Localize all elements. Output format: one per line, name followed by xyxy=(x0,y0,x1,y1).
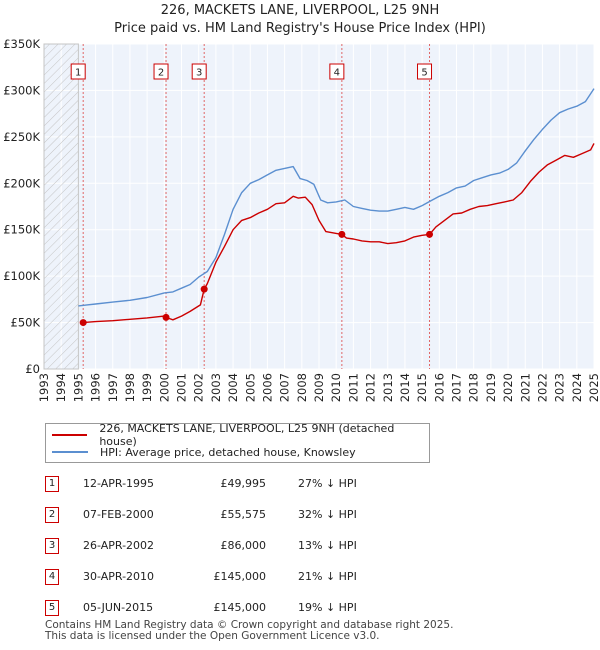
x-tick-label: 2025 xyxy=(587,373,600,402)
legend-item-hpi: HPI: Average price, detached house, Know… xyxy=(52,444,356,460)
x-tick-label: 2002 xyxy=(192,373,206,402)
transaction-row: 1 12-APR-1995 £49,995 27% ↓ HPI xyxy=(43,472,403,503)
transaction-row: 3 26-APR-2002 £86,000 13% ↓ HPI xyxy=(43,534,403,565)
transaction-date: 05-JUN-2015 xyxy=(83,601,154,614)
y-tick-label: £250K xyxy=(3,130,40,144)
x-tick-label: 2003 xyxy=(209,373,223,402)
transactions-table: 1 12-APR-1995 £49,995 27% ↓ HPI 2 07-FEB… xyxy=(43,472,403,627)
transaction-hpi-diff: 13% ↓ HPI xyxy=(298,539,357,552)
x-tick-label: 2011 xyxy=(346,373,360,402)
chart-title-line2: Price paid vs. HM Land Registry's House … xyxy=(114,21,486,36)
x-tick-label: 2020 xyxy=(501,373,515,402)
chart-title-line1: 226, MACKETS LANE, LIVERPOOL, L25 9NH xyxy=(160,3,440,18)
legend: 226, MACKETS LANE, LIVERPOOL, L25 9NH (d… xyxy=(45,422,430,463)
x-tick-label: 1995 xyxy=(71,373,85,402)
y-tick-label: £0 xyxy=(25,362,40,376)
sale-point xyxy=(79,319,87,327)
y-tick-label: £200K xyxy=(3,176,40,190)
x-tick-label: 2014 xyxy=(398,373,412,402)
y-tick-label: £50K xyxy=(11,316,41,330)
x-tick-label: 1997 xyxy=(106,373,120,402)
y-tick-label: £300K xyxy=(3,83,40,97)
footer-attribution: Contains HM Land Registry data © Crown c… xyxy=(45,620,453,642)
transaction-row: 2 07-FEB-2000 £55,575 32% ↓ HPI xyxy=(43,503,403,534)
sale-point xyxy=(338,230,346,238)
chart-title: 226, MACKETS LANE, LIVERPOOL, L25 9NH Pr… xyxy=(0,2,600,38)
x-tick-label: 1993 xyxy=(37,373,51,402)
transaction-number: 5 xyxy=(45,600,59,616)
x-tick-label: 2009 xyxy=(312,373,326,402)
sale-number-label: 1 xyxy=(75,68,81,79)
transaction-date: 12-APR-1995 xyxy=(83,477,155,490)
sale-number-label: 3 xyxy=(196,68,202,79)
x-tick-label: 2016 xyxy=(432,373,446,402)
transaction-number: 2 xyxy=(45,507,59,523)
x-tick-label: 1998 xyxy=(123,373,137,402)
x-tick-label: 2006 xyxy=(260,373,274,402)
x-tick-label: 2001 xyxy=(175,373,189,402)
transaction-row: 5 05-JUN-2015 £145,000 19% ↓ HPI xyxy=(43,596,403,627)
transaction-date: 07-FEB-2000 xyxy=(83,508,154,521)
sale-number-label: 2 xyxy=(158,68,164,79)
transaction-number: 4 xyxy=(45,569,59,585)
x-tick-label: 2019 xyxy=(484,373,498,402)
x-tick-label: 2013 xyxy=(381,373,395,402)
x-tick-label: 2008 xyxy=(295,373,309,402)
sale-point xyxy=(200,285,208,293)
x-tick-label: 2000 xyxy=(157,373,171,402)
transaction-date: 30-APR-2010 xyxy=(83,570,155,583)
x-tick-label: 2021 xyxy=(518,373,532,402)
transaction-hpi-diff: 32% ↓ HPI xyxy=(298,508,357,521)
y-tick-label: £350K xyxy=(3,37,40,51)
transaction-date: 26-APR-2002 xyxy=(83,539,155,552)
price-chart: 1 2 3 4 5 £0 £50K £100K £150K £200K £250K £300K £35… xyxy=(3,37,600,402)
x-tick-label: 2022 xyxy=(535,373,549,402)
sale-point xyxy=(426,230,434,238)
x-tick-label: 2012 xyxy=(364,373,378,402)
price-series-line xyxy=(83,143,595,324)
transaction-number: 1 xyxy=(45,476,59,492)
x-tick-label: 2004 xyxy=(226,373,240,402)
x-tick-label: 2005 xyxy=(243,373,257,402)
x-tick-label: 1999 xyxy=(140,373,154,402)
x-tick-label: 2015 xyxy=(415,373,429,402)
x-tick-label: 1994 xyxy=(54,373,68,402)
legend-item-price: 226, MACKETS LANE, LIVERPOOL, L25 9NH (d… xyxy=(52,422,429,448)
legend-label-hpi: HPI: Average price, detached house, Know… xyxy=(100,445,356,459)
transaction-price: £145,000 xyxy=(213,601,267,614)
transaction-row: 4 30-APR-2010 £145,000 21% ↓ HPI xyxy=(43,565,403,596)
footer-line2: This data is licensed under the Open Gov… xyxy=(45,630,380,642)
x-tick-label: 2017 xyxy=(450,373,464,402)
legend-swatch-price xyxy=(52,434,88,436)
footer-line1: Contains HM Land Registry data © Crown c… xyxy=(45,619,454,631)
hpi-series-line xyxy=(78,88,595,307)
y-tick-label: £100K xyxy=(3,269,40,283)
transaction-hpi-diff: 27% ↓ HPI xyxy=(298,477,357,490)
sale-number-box xyxy=(70,63,86,80)
legend-label-price: 226, MACKETS LANE, LIVERPOOL, L25 9NH (d… xyxy=(99,422,395,448)
sale-number-box xyxy=(417,63,433,80)
x-tick-label: 2018 xyxy=(467,373,481,402)
x-tick-label: 2007 xyxy=(278,373,292,402)
legend-swatch-hpi xyxy=(52,451,88,453)
transaction-number: 3 xyxy=(45,538,59,554)
transaction-hpi-diff: 21% ↓ HPI xyxy=(298,570,357,583)
x-tick-label: 2010 xyxy=(329,373,343,402)
x-tick-label: 2024 xyxy=(570,373,584,402)
transaction-hpi-diff: 19% ↓ HPI xyxy=(298,601,357,614)
y-tick-label: £150K xyxy=(3,223,40,237)
x-tick-label: 1996 xyxy=(89,373,103,402)
sale-number-box xyxy=(329,63,345,80)
sale-number-label: 5 xyxy=(421,68,427,79)
transaction-price: £86,000 xyxy=(220,539,267,552)
transaction-price: £49,995 xyxy=(220,477,267,490)
sale-point xyxy=(162,313,170,321)
sale-number-box xyxy=(153,63,169,80)
pre-data-hatch xyxy=(43,43,79,370)
sale-number-label: 4 xyxy=(334,68,340,79)
sale-number-box xyxy=(191,63,207,80)
x-tick-label: 2023 xyxy=(553,373,567,402)
transaction-price: £55,575 xyxy=(220,508,267,521)
transaction-price: £145,000 xyxy=(213,570,267,583)
